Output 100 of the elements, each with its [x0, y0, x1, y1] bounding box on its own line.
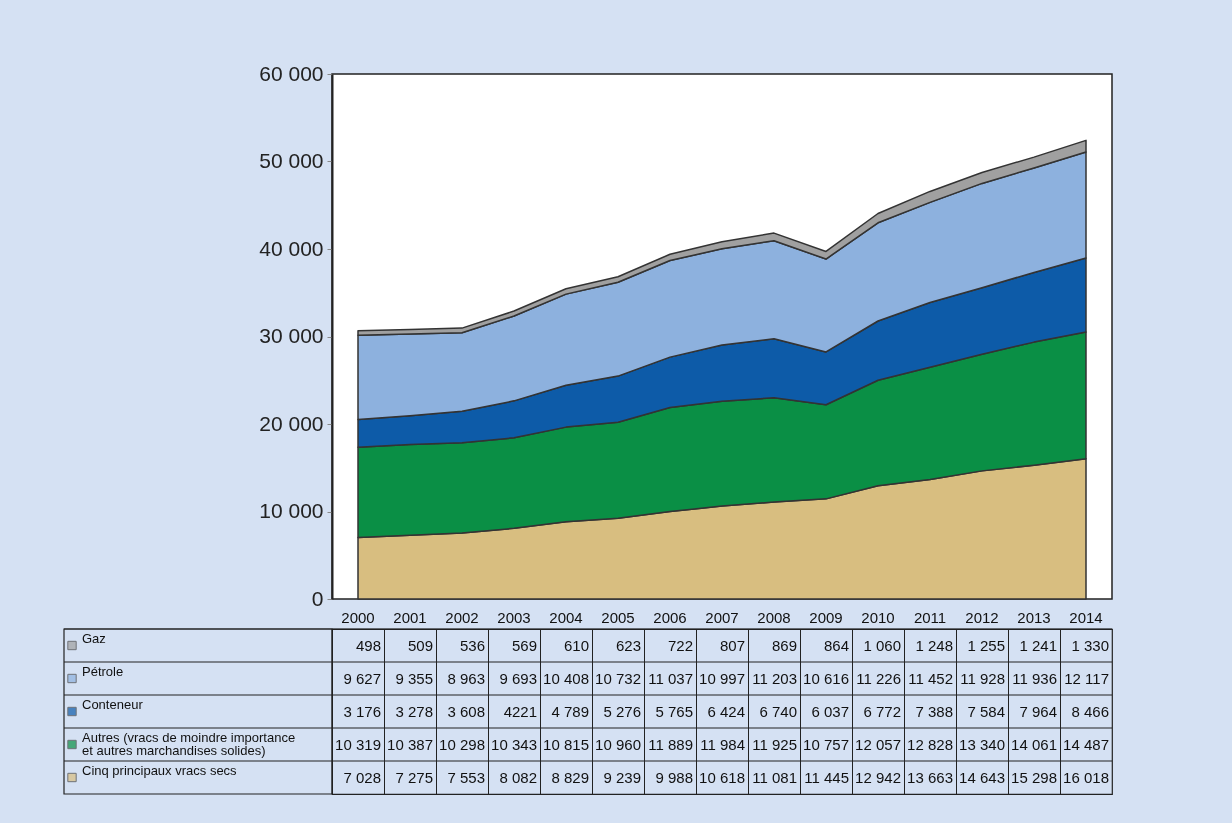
data-label: 14 643: [959, 768, 1005, 786]
data-label: 4221: [503, 702, 537, 720]
data-label: 4 789: [551, 702, 589, 720]
data-label: 10 387: [387, 735, 433, 753]
data-label: 7 553: [447, 768, 485, 786]
data-label: 536: [459, 636, 485, 654]
data-label: 10 815: [543, 735, 589, 753]
x-tick-label: 2011: [913, 608, 947, 626]
data-label: 3 176: [343, 702, 381, 720]
data-label: 14 061: [1011, 735, 1057, 753]
data-label: 10 757: [803, 735, 849, 753]
y-tick-label: 60 000: [259, 61, 324, 85]
data-label: 9 355: [395, 669, 433, 687]
legend-label: Conteneur: [82, 697, 144, 712]
data-label: 498: [355, 636, 381, 654]
data-label: 10 618: [699, 768, 745, 786]
data-label: 10 616: [803, 669, 849, 687]
data-label: 6 772: [863, 702, 901, 720]
data-label: 11 928: [960, 669, 1005, 687]
data-label: 10 343: [491, 735, 537, 753]
x-tick-label: 2007: [705, 608, 739, 626]
data-label: 8 466: [1071, 702, 1109, 720]
legend-label: Pétrole: [82, 664, 124, 679]
data-label: 12 942: [855, 768, 901, 786]
data-label: 9 693: [499, 669, 537, 687]
data-label: 10 319: [335, 735, 381, 753]
x-tick-label: 2002: [445, 608, 479, 626]
x-tick-label: 2009: [809, 608, 843, 626]
data-label: 1 241: [1019, 636, 1057, 654]
data-label: 9 239: [603, 768, 641, 786]
x-tick-label: 2000: [341, 608, 375, 626]
y-tick-label: 20 000: [259, 411, 324, 435]
x-tick-label: 2006: [653, 608, 687, 626]
data-label: 7 964: [1019, 702, 1057, 720]
data-label: 569: [511, 636, 537, 654]
y-tick-label: 30 000: [259, 324, 324, 347]
data-label: 1 060: [863, 636, 901, 654]
y-tick-label: 0: [311, 586, 324, 610]
data-label: 13 340: [959, 735, 1005, 753]
data-label: 8 829: [551, 768, 589, 786]
data-label: 1 330: [1071, 636, 1109, 654]
data-label: 5 276: [603, 702, 641, 720]
data-label: 6 424: [707, 702, 745, 720]
data-label: 11 226: [856, 669, 901, 687]
data-label: 3 278: [395, 702, 433, 720]
data-label: 509: [407, 636, 433, 654]
y-tick-label: 10 000: [259, 499, 324, 522]
data-label: 807: [719, 636, 745, 654]
legend-label: Gaz: [82, 631, 106, 646]
data-label: 9 627: [343, 669, 381, 687]
data-label: 10 298: [439, 735, 485, 753]
x-tick-label: 2012: [965, 608, 999, 626]
data-label: 11 889: [648, 735, 693, 753]
data-label: 3 608: [447, 702, 485, 720]
data-label: 11 984: [700, 735, 745, 753]
x-tick-label: 2010: [861, 608, 895, 626]
x-tick-label: 2005: [601, 608, 635, 626]
data-label: 610: [563, 636, 589, 654]
data-label: 7 275: [395, 768, 433, 786]
data-label: 12 057: [855, 735, 901, 753]
data-label: 11 037: [648, 669, 693, 687]
data-label: 623: [615, 636, 641, 654]
data-label: 11 081: [752, 768, 797, 786]
x-tick-label: 2014: [1069, 608, 1103, 626]
legend-label: Autres (vracs de moindre importance et autres marchandises solides): [82, 730, 296, 758]
x-tick-label: 2001: [393, 608, 427, 626]
data-label: 8 963: [447, 669, 485, 687]
data-label: 7 028: [343, 768, 381, 786]
data-label: 869: [771, 636, 797, 654]
y-tick-label: 50 000: [259, 149, 324, 172]
data-label: 10 997: [699, 669, 745, 687]
data-label: 6 740: [759, 702, 797, 720]
data-label: 11 452: [908, 669, 953, 687]
x-tick-label: 2008: [757, 608, 791, 626]
data-label: 16 018: [1063, 768, 1109, 786]
data-label: 8 082: [499, 768, 537, 786]
data-label: 11 925: [752, 735, 797, 753]
x-tick-label: 2003: [497, 608, 531, 626]
data-label: 10 960: [595, 735, 641, 753]
legend-label: Cinq principaux vracs secs: [82, 763, 238, 778]
data-label: 11 203: [752, 669, 797, 687]
data-label: 7 584: [967, 702, 1005, 720]
data-label: 11 936: [1012, 669, 1057, 687]
data-label: 5 765: [655, 702, 693, 720]
data-label: 10 408: [543, 669, 589, 687]
data-label: 15 298: [1011, 768, 1057, 786]
data-label: 7 388: [915, 702, 953, 720]
x-tick-label: 2013: [1017, 608, 1051, 626]
data-label: 722: [667, 636, 693, 654]
data-label: 1 255: [967, 636, 1005, 654]
data-label: 11 445: [804, 768, 849, 786]
data-label: 864: [823, 636, 849, 654]
data-label: 14 487: [1063, 735, 1109, 753]
data-label: 6 037: [811, 702, 849, 720]
x-tick-label: 2004: [549, 608, 583, 626]
data-label: 1 248: [915, 636, 953, 654]
data-label: 9 988: [655, 768, 693, 786]
y-tick-label: 40 000: [259, 236, 324, 260]
data-label: 10 732: [595, 669, 641, 687]
data-label: 12 117: [1064, 669, 1109, 687]
